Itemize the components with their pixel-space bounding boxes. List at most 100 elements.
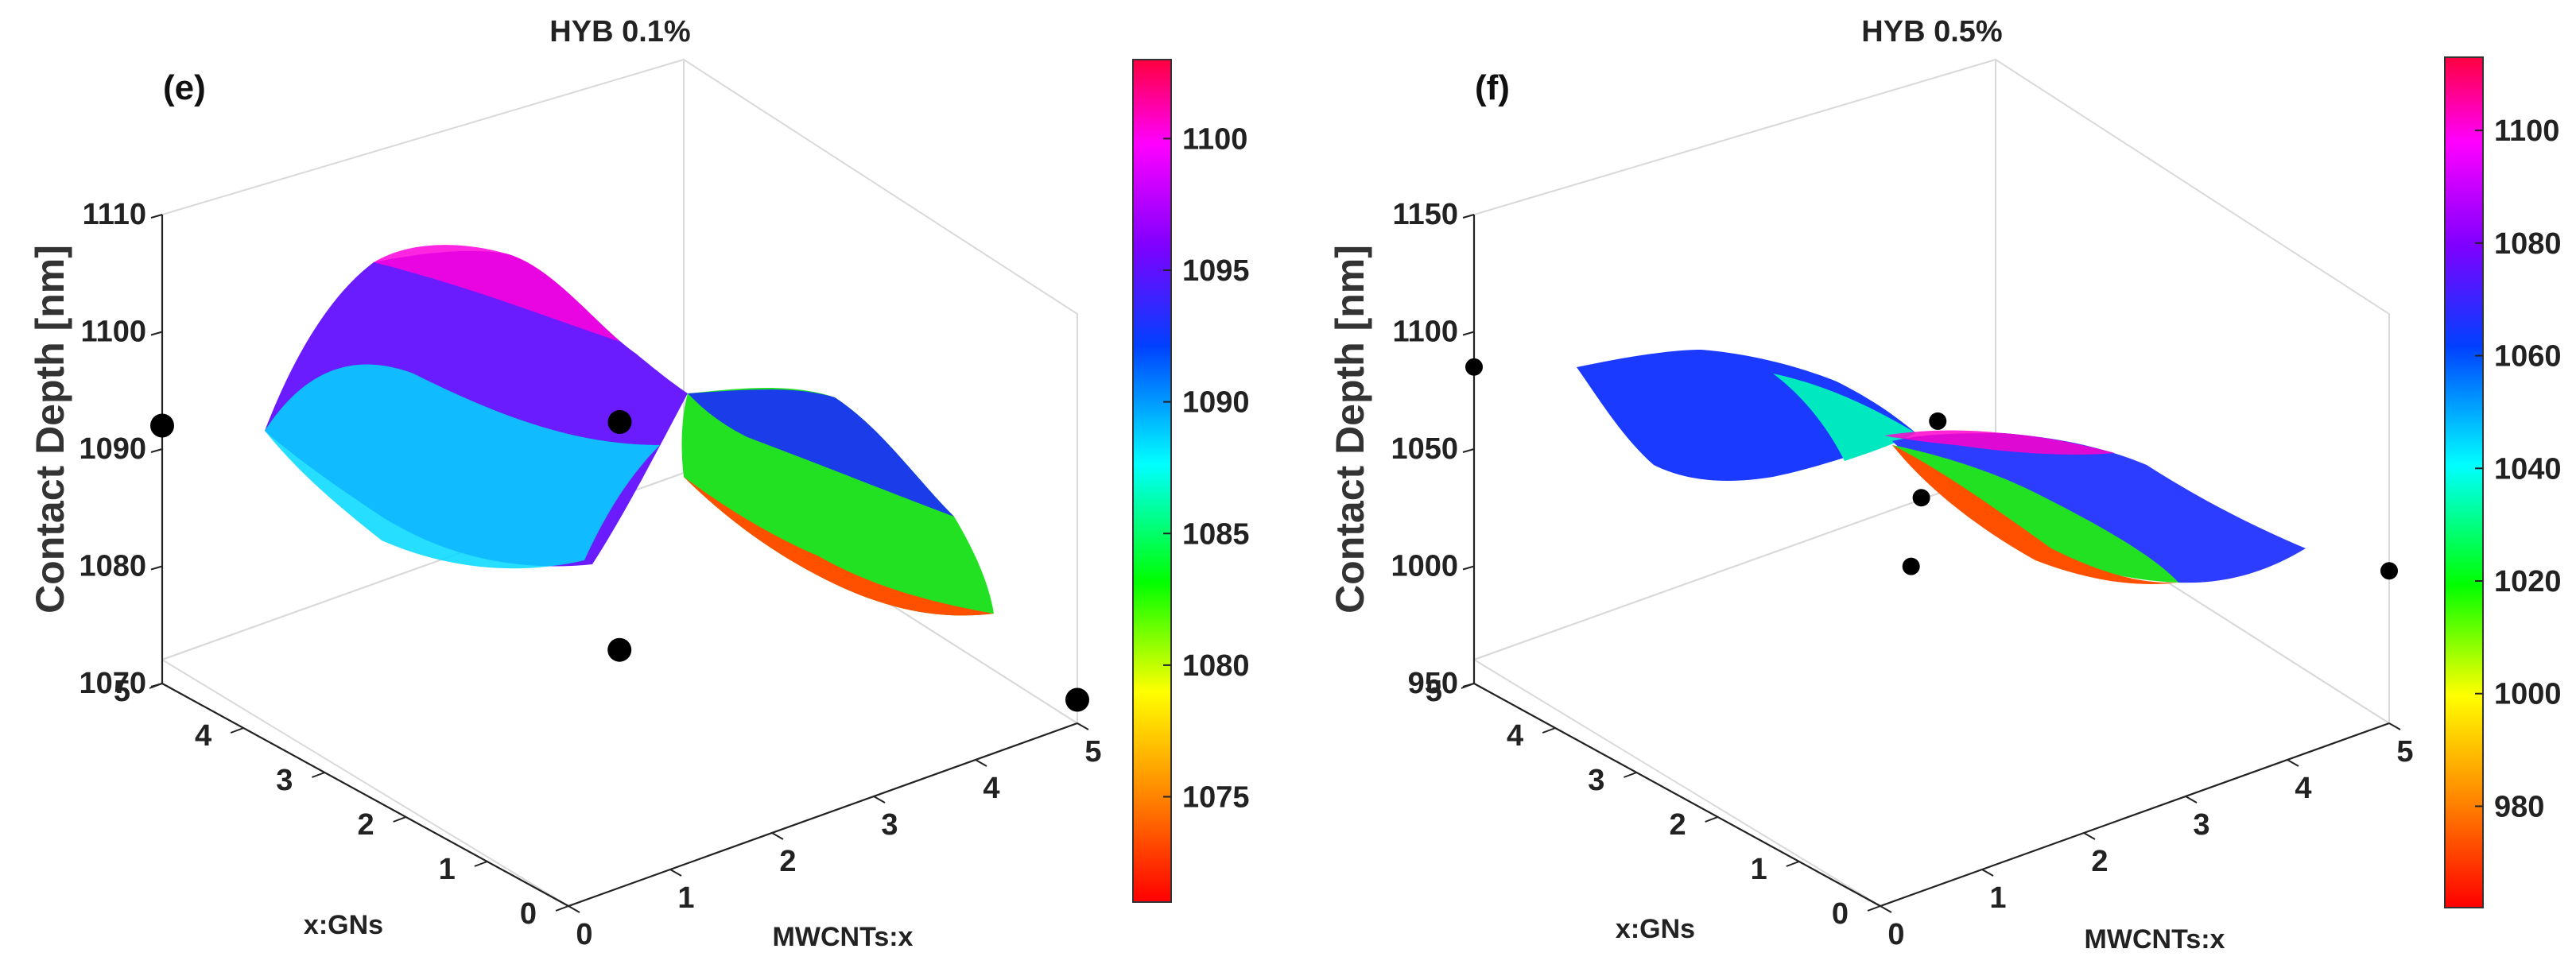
mwcnts-tick-mark <box>568 905 580 913</box>
z-tick-mark <box>1462 565 1475 571</box>
panel-e-title: HYB 0.1% <box>549 15 690 48</box>
gns-tick-mark <box>1867 905 1881 912</box>
gns-tick-label: 0 <box>1832 897 1849 931</box>
mwcnts-tick-mark <box>2388 722 2401 730</box>
data-point <box>150 413 174 438</box>
gns-tick-mark <box>474 861 488 867</box>
mwcnts-tick-label: 3 <box>2193 808 2209 842</box>
surface-patch-right <box>1892 433 2306 583</box>
panel-f-colorbar <box>2444 56 2484 908</box>
z-tick-label: 1100 <box>81 316 146 349</box>
gns-tick-mark <box>1461 683 1475 689</box>
gns-tick-mark <box>1542 727 1556 734</box>
mwcnts-tick-label: 3 <box>881 808 898 842</box>
colorbar-tick-label: 1040 <box>2494 452 2562 486</box>
colorbar-tick-label: 1075 <box>1182 781 1250 815</box>
z-tick-label: 1000 <box>1391 550 1458 583</box>
panel-e-data-points <box>150 410 1089 712</box>
mwcnts-tick-mark <box>771 832 784 840</box>
z-tick-label: 1080 <box>79 550 146 583</box>
z-tick-mark <box>150 214 163 219</box>
colorbar-tick-label: 980 <box>2494 790 2544 823</box>
surface-patch-right <box>681 388 994 616</box>
z-tick-mark <box>150 331 163 336</box>
mwcnts-tick-label: 1 <box>677 881 694 915</box>
panel-e-zlabel: Contact Depth [nm] <box>28 245 72 614</box>
mwcnts-tick-mark <box>1981 869 1994 877</box>
z-tick-mark <box>150 448 163 453</box>
gns-tick-mark <box>230 727 244 734</box>
z-tick-label: 1150 <box>1393 198 1458 231</box>
z-tick-label: 1070 <box>79 667 146 700</box>
colorbar-tick-label: 1095 <box>1182 254 1250 288</box>
panel-e-mwcnts-ticks: 0 1 2 3 4 5 <box>568 722 1102 951</box>
data-point <box>1912 489 1930 507</box>
panel-e-colorbar-ticks: 1075 1080 1085 1090 1095 1100 <box>1163 122 1250 815</box>
mwcnts-tick-mark <box>2287 759 2299 767</box>
gns-tick-mark <box>312 772 325 778</box>
z-tick-label: 1110 <box>83 198 146 231</box>
surface-patch-right-low <box>1892 445 2178 583</box>
colorbar-tick-label: 1090 <box>1182 386 1250 420</box>
panel-e-surface <box>265 245 994 616</box>
mwcnts-tick-label: 4 <box>983 772 999 805</box>
surface-patch-left <box>1577 350 1916 481</box>
mwcnts-tick-mark <box>2185 796 2198 804</box>
gns-tick-mark <box>149 683 163 689</box>
gns-tick-label: 1 <box>1751 853 1767 886</box>
gns-tick-label: 1 <box>439 853 456 886</box>
gns-tick-label: 5 <box>114 675 130 708</box>
mwcnts-tick-label: 0 <box>576 918 592 951</box>
z-tick-mark <box>150 565 163 571</box>
mwcnts-tick-mark <box>975 759 987 767</box>
panel-f-xlabel: MWCNTs:x <box>2085 924 2225 955</box>
mwcnts-tick-label: 2 <box>2091 845 2108 878</box>
colorbar-tick-label: 1085 <box>1182 517 1250 551</box>
gns-tick-label: 4 <box>195 719 211 753</box>
z-tick-label: 950 <box>1408 667 1458 700</box>
surface-patch-peak <box>374 245 620 342</box>
panel-e-z-ticks: 1070 1080 1090 1100 1110 <box>79 198 163 700</box>
gns-tick-mark <box>1786 861 1800 867</box>
panel-f-colorbar-ticks: 980 1000 1020 1040 1060 1080 1100 <box>2475 114 2562 823</box>
mwcnts-tick-label: 1 <box>1989 881 2006 915</box>
panel-e-label: (e) <box>163 68 206 107</box>
gns-tick-mark <box>1624 772 1637 778</box>
gns-tick-mark <box>555 905 569 912</box>
mwcnts-tick-mark <box>873 796 886 804</box>
surface-patch-right-top <box>688 389 954 517</box>
colorbar-tick-label: 1080 <box>1182 649 1250 683</box>
panel-f: HYB 0.5% (f) Contact Depth [nm] x:GNs MW… <box>1328 15 2562 955</box>
mwcnts-tick-label: 0 <box>1887 918 1904 951</box>
panel-e-xlabel: MWCNTs:x <box>773 922 914 952</box>
gns-tick-label: 3 <box>1588 764 1604 797</box>
mwcnts-tick-mark <box>669 869 682 877</box>
surface-patch-left-mid <box>1773 374 1916 461</box>
mwcnts-tick-label: 5 <box>2396 735 2413 769</box>
data-point <box>607 410 632 434</box>
data-point <box>1929 412 1947 430</box>
panel-f-mwcnts-ticks: 0 1 2 3 4 5 <box>1880 722 2414 951</box>
surface-patch-crest <box>1884 430 2115 455</box>
panel-e-gns-ticks: 0 1 2 3 4 5 <box>114 675 569 931</box>
colorbar-tick-label: 1100 <box>1182 122 1247 156</box>
colorbar-tick-label: 1060 <box>2494 340 2562 374</box>
z-tick-mark <box>1462 448 1475 453</box>
colorbar-tick-label: 1100 <box>2494 114 2559 148</box>
data-point <box>607 637 632 662</box>
mwcnts-tick-mark <box>1880 905 1892 913</box>
mwcnts-tick-label: 2 <box>779 845 796 878</box>
panel-f-label: (f) <box>1475 68 1510 107</box>
data-point <box>1065 687 1089 712</box>
data-point <box>2380 562 2398 580</box>
z-tick-label: 1090 <box>79 432 146 466</box>
mwcnts-tick-mark <box>2083 832 2096 840</box>
panel-f-data-points <box>1465 358 2398 580</box>
gns-tick-label: 3 <box>276 764 293 797</box>
colorbar-tick-label: 1020 <box>2494 565 2562 598</box>
colorbar-tick-label: 1080 <box>2494 227 2562 261</box>
panel-f-gns-ticks: 0 1 2 3 4 5 <box>1426 675 1881 931</box>
surface-patch-right-edge <box>1892 445 2178 584</box>
z-tick-mark <box>1462 214 1475 219</box>
